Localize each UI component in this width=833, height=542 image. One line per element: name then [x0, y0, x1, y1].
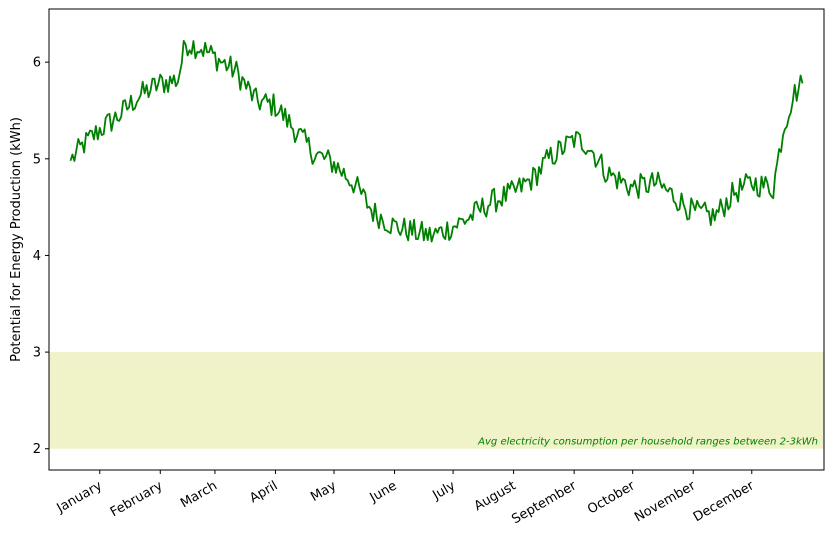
y-tick-label: 5 — [33, 152, 41, 167]
band-annotation: Avg electricity consumption per househol… — [477, 437, 818, 448]
x-tick-label-july: July — [429, 478, 458, 503]
x-tick-label-march: March — [178, 478, 220, 511]
x-tick-label-august: August — [472, 478, 519, 514]
y-tick-label: 6 — [33, 56, 41, 71]
y-tick-label: 2 — [33, 442, 41, 457]
series-line-layer — [69, 39, 804, 243]
x-tick-label-december: December — [691, 478, 757, 525]
y-tick-layer: 2 3 4 5 6 — [33, 56, 49, 457]
x-tick-label-june: June — [367, 478, 400, 506]
x-tick-label-april: April — [247, 478, 280, 506]
x-tick-label-february: February — [108, 478, 166, 520]
x-tick-layer: January February March April May June July Augu… — [54, 470, 757, 527]
consumption-range-band — [49, 352, 824, 449]
y-tick-label: 4 — [33, 249, 41, 264]
x-tick-label-october: October — [585, 478, 638, 517]
consumption-band-layer — [49, 352, 824, 449]
x-tick-label-september: September — [509, 478, 579, 527]
x-tick-label-january: January — [54, 478, 105, 516]
y-axis-label: Potential for Energy Production (kWh) — [9, 117, 24, 362]
plot-frame — [48, 8, 825, 471]
y-tick-label: 3 — [33, 346, 41, 361]
energy-series-line — [69, 39, 804, 243]
x-tick-label-may: May — [308, 478, 339, 505]
x-tick-label-november: November — [632, 478, 699, 525]
